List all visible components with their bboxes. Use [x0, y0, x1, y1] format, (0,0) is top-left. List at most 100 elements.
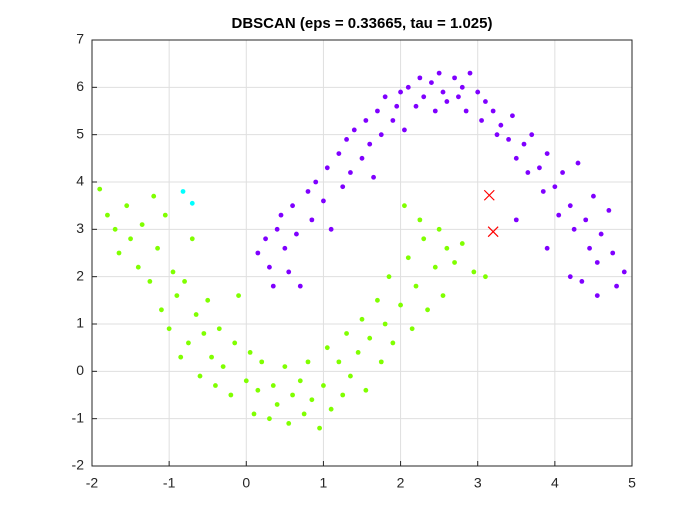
- point: [386, 274, 392, 280]
- point: [367, 141, 373, 147]
- point: [375, 297, 380, 303]
- x-tick-label: 4: [551, 475, 559, 491]
- point: [294, 231, 299, 237]
- point: [147, 279, 153, 284]
- point: [359, 316, 365, 322]
- point: [621, 269, 627, 275]
- point: [452, 260, 457, 265]
- point: [205, 297, 211, 303]
- point: [274, 226, 280, 232]
- y-tick-label: 5: [76, 125, 84, 141]
- point: [382, 321, 388, 327]
- point: [521, 141, 527, 147]
- point: [359, 155, 365, 161]
- point: [378, 359, 384, 365]
- point: [375, 108, 380, 114]
- y-tick-label: 6: [76, 78, 84, 94]
- x-tick-label: 3: [474, 475, 482, 491]
- point: [251, 411, 257, 417]
- point: [494, 132, 500, 138]
- point: [463, 108, 469, 114]
- point: [456, 94, 461, 100]
- point: [297, 283, 303, 289]
- point: [220, 364, 226, 369]
- point: [186, 340, 191, 346]
- point: [606, 208, 612, 213]
- point: [286, 269, 292, 275]
- point: [444, 245, 450, 251]
- point: [180, 189, 186, 194]
- point: [243, 378, 249, 384]
- point: [278, 212, 284, 218]
- point: [452, 75, 457, 81]
- point: [594, 260, 600, 265]
- point: [105, 212, 110, 218]
- y-tick-label: 7: [76, 31, 84, 47]
- point: [124, 203, 130, 209]
- point: [459, 241, 465, 246]
- point: [567, 203, 573, 209]
- point: [398, 302, 403, 308]
- point: [255, 250, 261, 256]
- point: [560, 170, 565, 175]
- point: [413, 103, 419, 109]
- x-tick-label: 0: [242, 475, 250, 491]
- point: [209, 354, 214, 360]
- point: [336, 359, 342, 365]
- point: [236, 293, 241, 298]
- point: [459, 84, 465, 90]
- point: [189, 200, 195, 206]
- point: [297, 378, 303, 384]
- point: [429, 80, 434, 85]
- point: [197, 373, 203, 379]
- point: [135, 264, 141, 270]
- point: [421, 94, 427, 100]
- point: [436, 226, 442, 232]
- point: [228, 392, 234, 398]
- y-tick-label: 3: [76, 220, 84, 236]
- point: [324, 345, 330, 351]
- point: [398, 89, 403, 95]
- noise-point: [483, 189, 495, 201]
- point: [301, 411, 307, 417]
- point: [583, 217, 589, 223]
- point: [344, 331, 349, 336]
- point: [286, 421, 292, 426]
- plot-frame: [91, 39, 633, 467]
- point: [413, 283, 419, 289]
- point: [355, 350, 361, 355]
- point: [336, 151, 342, 157]
- point: [340, 392, 346, 398]
- point: [510, 113, 515, 119]
- point: [436, 70, 442, 76]
- point: [552, 184, 558, 190]
- y-tick-label: 2: [76, 267, 84, 283]
- point: [498, 122, 504, 128]
- x-tick-label: -2: [86, 475, 99, 491]
- point: [290, 392, 295, 398]
- point: [513, 217, 519, 223]
- point: [201, 331, 207, 336]
- point: [155, 245, 160, 251]
- point: [382, 94, 388, 100]
- y-tick-label: 4: [76, 173, 84, 189]
- point: [247, 350, 253, 355]
- point: [467, 70, 473, 76]
- point: [267, 416, 272, 422]
- point: [321, 383, 326, 388]
- point: [567, 274, 573, 280]
- point: [409, 326, 415, 332]
- point: [216, 326, 222, 332]
- point: [351, 127, 357, 133]
- point: [193, 312, 199, 317]
- point: [591, 193, 596, 199]
- point: [575, 160, 581, 166]
- point: [390, 118, 396, 123]
- point: [367, 335, 373, 341]
- point: [263, 236, 268, 242]
- point: [537, 165, 542, 171]
- point: [390, 340, 396, 346]
- point: [328, 226, 334, 232]
- point: [309, 217, 315, 223]
